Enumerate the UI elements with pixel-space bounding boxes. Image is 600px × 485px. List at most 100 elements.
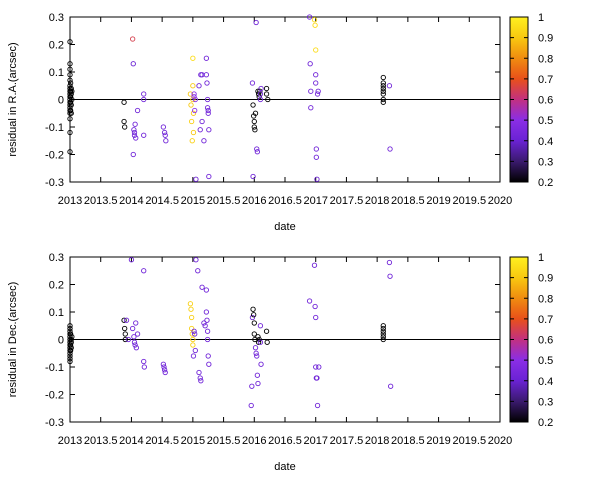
x-tick-label: 2020 — [488, 195, 512, 207]
x-tick-label: 2014 — [119, 435, 143, 447]
data-point — [252, 110, 259, 116]
data-point — [67, 129, 73, 136]
data-point — [387, 273, 393, 279]
colorbar-tick-label: 0.6 — [538, 335, 553, 347]
data-point — [205, 107, 211, 114]
x-tick-label: 2015 — [181, 195, 205, 207]
data-point — [123, 317, 130, 323]
data-point — [249, 383, 255, 389]
x-tick-label: 2016.5 — [268, 195, 302, 207]
data-point — [257, 323, 264, 329]
data-point — [191, 328, 197, 334]
colorbar-tick-label: 0.5 — [538, 115, 553, 127]
data-point — [190, 336, 196, 343]
x-tick-label: 2017.5 — [330, 435, 364, 447]
data-point — [313, 80, 319, 86]
data-point — [133, 320, 139, 326]
data-point — [251, 118, 257, 125]
data-point — [141, 96, 147, 103]
data-point — [250, 173, 256, 180]
data-point — [380, 336, 386, 343]
data-point — [196, 83, 202, 89]
data-point — [130, 325, 136, 332]
x-tick-label: 2014.5 — [145, 435, 179, 447]
colorbar-tick-label: 0.4 — [538, 376, 553, 388]
data-point — [253, 19, 259, 26]
y-tick-label: 0.1 — [49, 67, 64, 79]
data-point — [68, 91, 74, 97]
data-point — [263, 328, 270, 334]
data-point — [249, 314, 256, 321]
data-point — [206, 127, 212, 133]
data-point — [122, 331, 128, 337]
data-point — [248, 402, 254, 409]
data-point — [188, 118, 195, 125]
data-point — [192, 331, 198, 337]
data-point — [162, 369, 168, 376]
data-point — [67, 350, 73, 356]
x-tick-label: 2018 — [365, 435, 389, 447]
y-tick-label: -0.1 — [45, 122, 64, 134]
data-point — [130, 151, 136, 158]
x-tick-label: 2013.5 — [84, 435, 118, 447]
x-tick-label: 2018 — [365, 195, 389, 207]
data-point — [204, 328, 211, 334]
data-point — [161, 364, 167, 370]
data-point — [125, 336, 132, 343]
data-point — [189, 138, 195, 144]
data-point — [162, 132, 168, 138]
data-point — [141, 91, 147, 97]
colorbar-tick-label: 1 — [538, 12, 544, 24]
data-point — [67, 116, 73, 122]
data-point — [257, 339, 264, 345]
data-point — [251, 312, 257, 318]
data-point — [380, 80, 386, 86]
data-point — [313, 154, 319, 160]
data-point — [255, 334, 261, 340]
data-point — [258, 85, 264, 92]
data-point — [308, 88, 314, 94]
data-point — [122, 124, 128, 130]
data-point — [254, 146, 260, 152]
x-tick-label: 2018.5 — [391, 195, 425, 207]
data-point — [163, 138, 169, 144]
data-point — [197, 375, 203, 381]
y-tick-label: 0.2 — [49, 40, 64, 52]
data-point — [313, 47, 319, 53]
data-point — [128, 257, 135, 263]
data-point — [308, 105, 314, 111]
data-point — [187, 301, 194, 307]
data-point — [67, 334, 73, 340]
data-point — [307, 61, 313, 67]
data-point — [203, 55, 210, 61]
x-tick-label: 2015 — [181, 435, 205, 447]
data-point — [67, 72, 73, 78]
x-tick-label: 2017.5 — [330, 195, 364, 207]
data-point — [315, 88, 321, 94]
data-point — [251, 331, 257, 337]
data-point — [141, 358, 147, 365]
y-tick-label: 0 — [58, 335, 64, 347]
y-tick-label: 0.3 — [49, 252, 64, 264]
y-tick-label: 0.3 — [49, 12, 64, 24]
data-point — [67, 342, 74, 348]
data-point — [250, 306, 256, 312]
x-tick-label: 2016.5 — [268, 435, 302, 447]
data-point — [198, 378, 204, 384]
y-axis-label: residual in R.A.(arcsec) — [7, 42, 19, 156]
x-tick-label: 2019.5 — [452, 435, 486, 447]
colorbar-tick-label: 1 — [538, 252, 544, 264]
y-tick-label: 0.1 — [49, 307, 64, 319]
data-point — [380, 91, 386, 97]
data-point — [380, 85, 386, 92]
data-point — [312, 303, 318, 310]
x-tick-label: 2018.5 — [391, 435, 425, 447]
data-point — [67, 105, 73, 111]
data-point — [132, 342, 138, 348]
x-axis-label: date — [274, 221, 295, 233]
data-point — [313, 72, 319, 78]
data-point — [191, 91, 197, 97]
colorbar-tick-label: 0.3 — [538, 156, 553, 168]
data-point — [380, 83, 386, 89]
